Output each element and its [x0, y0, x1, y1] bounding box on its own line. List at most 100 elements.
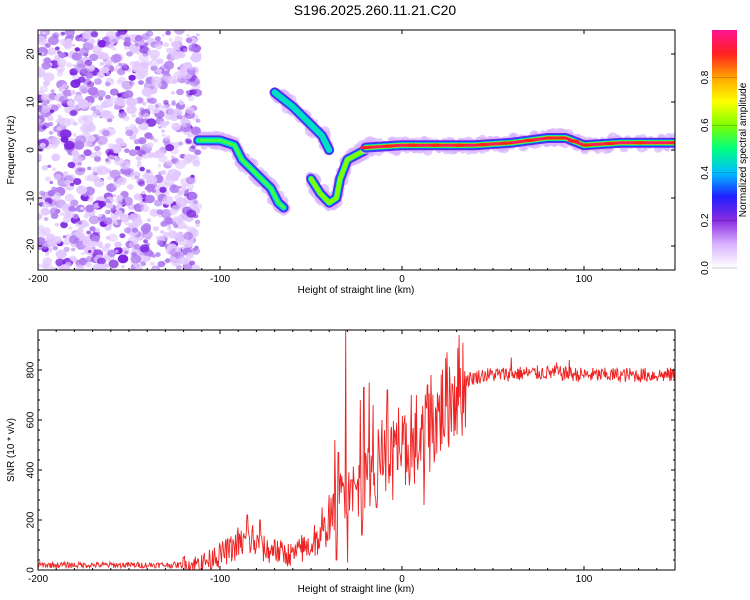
heatmap-y-tick-label: -10	[26, 190, 37, 205]
heatmap-noise-blob	[38, 66, 43, 73]
heatmap-noise-blob	[38, 224, 44, 231]
heatmap-noise-blob	[145, 118, 157, 127]
heatmap-noise-blob	[41, 262, 49, 269]
heatmap-noise-blob	[74, 167, 85, 176]
heatmap-noise-blob	[74, 264, 85, 270]
heatmap-noise-blob	[135, 43, 139, 47]
heatmap-noise-blob	[178, 63, 188, 71]
heatmap-noise-blob	[140, 261, 147, 267]
heatmap-noise-blob	[41, 201, 50, 209]
heatmap-noise-blob	[124, 126, 130, 131]
heatmap-noise-blob	[176, 112, 181, 116]
heatmap-noise-blob	[62, 171, 69, 176]
heatmap-noise-blob	[186, 34, 191, 38]
heatmap-noise-blob	[98, 213, 103, 218]
snr-y-tick-label: 400	[26, 461, 37, 478]
heatmap-noise-blob	[56, 58, 67, 67]
heatmap-noise-blob	[38, 263, 42, 268]
heatmap-noise-blob	[190, 126, 201, 136]
heatmap-noise-blob	[62, 216, 71, 223]
snr-x-tick-label: -100	[210, 574, 230, 585]
heatmap-noise-blob	[93, 171, 98, 176]
heatmap-noise-blob	[41, 31, 47, 35]
heatmap-noise-blob	[188, 188, 193, 192]
figure-title: S196.2025.260.11.21.C20	[293, 2, 457, 18]
heatmap-noise-blob	[77, 220, 83, 225]
heatmap-noise-blob	[68, 226, 73, 230]
heatmap-noise-blob	[60, 31, 65, 36]
heatmap-noise-blob	[103, 98, 114, 108]
heatmap-noise-blob	[109, 88, 119, 96]
heatmap-noise-blob	[151, 76, 162, 85]
heatmap-noise-blob	[105, 236, 111, 240]
heatmap-noise-blob	[54, 222, 59, 227]
colorbar-tick-label: 0.6	[700, 118, 711, 132]
heatmap-noise-blob	[106, 72, 111, 76]
heatmap-noise-blob	[78, 36, 86, 43]
heatmap-noise-blob	[94, 155, 101, 162]
heatmap-noise-blob	[112, 194, 117, 198]
heatmap-noise-blob	[104, 198, 111, 204]
heatmap-noise-blob	[163, 60, 175, 70]
heatmap-noise-blob	[74, 63, 87, 73]
heatmap-y-tick-label: 20	[26, 48, 37, 60]
heatmap-noise-blob	[39, 85, 49, 93]
heatmap-noise-region	[38, 30, 203, 270]
heatmap-noise-blob	[103, 217, 113, 225]
heatmap-noise-blob	[49, 180, 54, 185]
heatmap-noise-blob	[141, 87, 153, 97]
heatmap-noise-blob	[88, 215, 100, 225]
colorbar: 0.0 0.2 0.4 0.6 0.8 Normalized spectral ampl…	[700, 30, 749, 275]
heatmap-noise-blob	[99, 61, 105, 66]
heatmap-noise-blob	[80, 206, 85, 211]
ridge-peak	[669, 141, 675, 145]
heatmap-noise-blob	[171, 102, 176, 106]
heatmap-noise-blob	[91, 31, 99, 38]
heatmap-noise-blob	[154, 43, 163, 50]
heatmap-noise-blob	[76, 185, 88, 195]
heatmap-noise-blob	[161, 200, 166, 204]
heatmap-noise-blob	[167, 108, 177, 116]
heatmap-noise-blob	[123, 115, 130, 122]
heatmap-noise-blob	[38, 197, 44, 203]
heatmap-noise-blob	[177, 51, 186, 59]
heatmap-noise-blob	[137, 160, 142, 165]
heatmap-noise-blob	[141, 191, 146, 195]
heatmap-noise-blob	[58, 95, 69, 104]
heatmap-noise-blob	[79, 84, 90, 94]
heatmap-noise-blob	[69, 235, 80, 244]
heatmap-noise-blob	[81, 116, 87, 121]
heatmap-noise-blob	[102, 110, 113, 120]
heatmap-noise-blob	[105, 148, 114, 156]
heatmap-noise-blob	[119, 233, 126, 239]
heatmap-noise-blob	[129, 213, 137, 220]
heatmap-noise-blob	[119, 160, 131, 170]
heatmap-noise-blob	[166, 47, 174, 54]
heatmap-noise-blob	[146, 175, 158, 185]
ridge-peak	[567, 139, 580, 143]
heatmap-y-ticks: -20 -10 0 10 20	[26, 48, 675, 253]
heatmap-noise-blob	[48, 116, 54, 121]
heatmap-noise-blob	[116, 93, 122, 98]
snr-x-axis-label: Height of straight line (km)	[298, 584, 415, 595]
heatmap-noise-blob	[62, 238, 71, 246]
snr-y-tick-label: 800	[26, 361, 37, 378]
heatmap-noise-blob	[160, 129, 166, 133]
heatmap-noise-blob	[104, 60, 113, 67]
heatmap-noise-blob	[177, 231, 184, 237]
heatmap-noise-blob	[116, 194, 123, 201]
heatmap-noise-blob	[87, 197, 93, 203]
ridge-peak	[523, 138, 536, 142]
heatmap-noise-blob	[160, 122, 168, 128]
heatmap-noise-blob	[135, 150, 142, 156]
heatmap-noise-blob	[192, 247, 197, 252]
heatmap-noise-blob	[54, 46, 60, 51]
heatmap-noise-blob	[60, 129, 72, 139]
heatmap-noise-blob	[89, 226, 96, 232]
heatmap-noise-blob	[185, 139, 192, 145]
heatmap-ridges	[193, 87, 675, 216]
heatmap-noise-blob	[149, 208, 160, 217]
heatmap-noise-blob	[195, 118, 201, 123]
heatmap-noise-blob	[154, 36, 161, 42]
